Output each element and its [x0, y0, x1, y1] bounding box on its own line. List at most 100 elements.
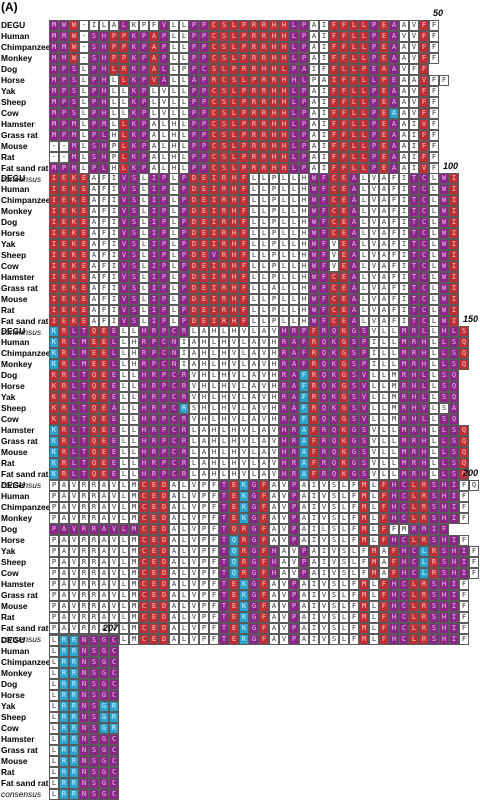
residue-cell: A: [169, 590, 179, 601]
residue-cell: D: [159, 546, 169, 557]
residue-cell: L: [119, 141, 129, 152]
species-label: Yak: [1, 239, 16, 249]
residue-cell: F: [259, 557, 269, 568]
residue-cell: I: [449, 612, 459, 623]
residue-cell: S: [439, 546, 449, 557]
residue-cell: L: [129, 326, 139, 337]
residue-cell: A: [249, 381, 259, 392]
residue-cell: L: [419, 557, 429, 568]
residue-cell: A: [169, 623, 179, 634]
residue-cell: P: [239, 119, 249, 130]
residue-cell: L: [379, 414, 389, 425]
residue-cell: P: [299, 568, 309, 579]
residue-cell: S: [129, 228, 139, 239]
residue-cell: E: [339, 272, 349, 283]
residue-cell: S: [89, 657, 99, 668]
residue-cell: K: [69, 217, 79, 228]
residue-cell: V: [279, 513, 289, 524]
residue-cell: S: [449, 337, 459, 348]
residue-cell: E: [199, 195, 209, 206]
residue-cell: E: [199, 173, 209, 184]
residue-cell: A: [149, 53, 159, 64]
species-label: Human: [1, 184, 30, 194]
residue-cell: A: [269, 283, 279, 294]
residue-cell: R: [249, 141, 259, 152]
residue-cell: I: [149, 283, 159, 294]
residue-cell: R: [69, 668, 79, 679]
residue-cell: S: [429, 535, 439, 546]
residue-cell: C: [139, 491, 149, 502]
residue-cell: I: [209, 184, 219, 195]
residue-cell: A: [399, 152, 409, 163]
residue-cell: V: [399, 64, 409, 75]
residue-cell: A: [189, 75, 199, 86]
residue-cell: I: [319, 86, 329, 97]
residue-cell: L: [169, 305, 179, 316]
residue-cell: S: [129, 195, 139, 206]
residue-cell: P: [199, 524, 209, 535]
residue-cell: A: [379, 206, 389, 217]
residue-cell: V: [109, 601, 119, 612]
residue-cell: M: [389, 370, 399, 381]
residue-cell: L: [239, 75, 249, 86]
residue-cell: A: [399, 42, 409, 53]
residue-cell: P: [239, 130, 249, 141]
residue-cell: R: [79, 491, 89, 502]
residue-cell: I: [49, 305, 59, 316]
residue-cell: I: [319, 119, 329, 130]
residue-cell: S: [329, 480, 339, 491]
residue-cell: H: [439, 513, 449, 524]
residue-cell: A: [299, 535, 309, 546]
residue-cell: L: [379, 425, 389, 436]
residue-cell: H: [229, 184, 239, 195]
residue-cell: H: [269, 108, 279, 119]
residue-cell: L: [289, 305, 299, 316]
residue-cell: L: [49, 789, 59, 800]
residue-cell: V: [69, 491, 79, 502]
residue-cell: L: [419, 326, 429, 337]
residue-cell: S: [129, 294, 139, 305]
residue-cell: C: [399, 579, 409, 590]
residue-cell: L: [279, 250, 289, 261]
residue-cell: E: [379, 97, 389, 108]
residue-cell: A: [289, 359, 299, 370]
species-label: Fat sand rat: [1, 778, 49, 788]
residue-cell: G: [99, 657, 109, 668]
residue-cell: E: [199, 239, 209, 250]
residue-cell: L: [359, 305, 369, 316]
residue-cell: L: [339, 524, 349, 535]
residue-cell: A: [269, 535, 279, 546]
residue-cell: I: [309, 491, 319, 502]
residue-cell: R: [409, 436, 419, 447]
residue-cell: R: [59, 370, 69, 381]
residue-cell: A: [319, 75, 329, 86]
residue-cell: E: [339, 283, 349, 294]
residue-cell: M: [129, 590, 139, 601]
residue-cell: L: [159, 119, 169, 130]
residue-cell: R: [89, 579, 99, 590]
residue-cell: M: [49, 20, 59, 31]
residue-cell: P: [199, 612, 209, 623]
residue-cell: L: [219, 326, 229, 337]
residue-cell: F: [239, 261, 249, 272]
residue-cell: G: [99, 778, 109, 789]
residue-cell: Q: [89, 414, 99, 425]
residue-cell: S: [89, 646, 99, 657]
residue-cell: S: [219, 152, 229, 163]
residue-cell: K: [69, 173, 79, 184]
residue-cell: V: [409, 31, 419, 42]
residue-cell: K: [129, 75, 139, 86]
residue-cell: C: [399, 590, 409, 601]
residue-cell: F: [259, 568, 269, 579]
residue-cell: S: [89, 53, 99, 64]
species-label: Monkey: [1, 359, 33, 369]
residue-cell: I: [319, 53, 329, 64]
residue-cell: E: [379, 108, 389, 119]
residue-cell: L: [439, 436, 449, 447]
species-label: Sheep: [1, 403, 27, 413]
species-label: Dog: [1, 217, 18, 227]
residue-cell: V: [69, 601, 79, 612]
residue-cell: L: [209, 403, 219, 414]
residue-cell: E: [109, 381, 119, 392]
residue-cell: Q: [89, 447, 99, 458]
